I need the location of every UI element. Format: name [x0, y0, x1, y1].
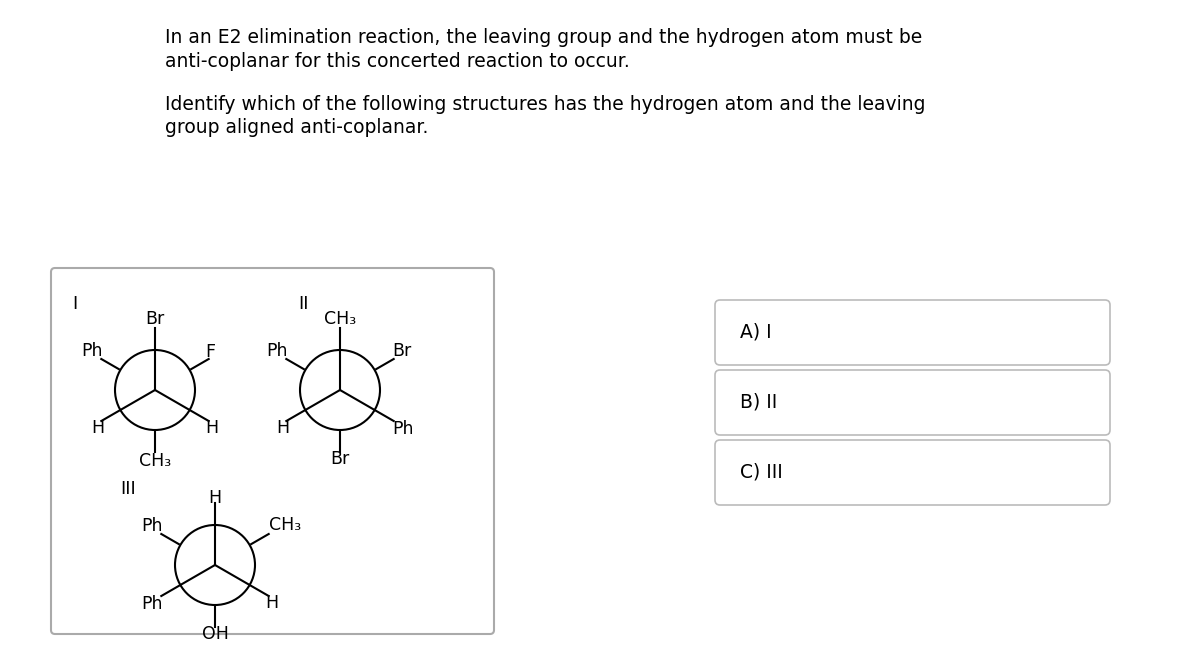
- FancyBboxPatch shape: [715, 370, 1110, 435]
- FancyBboxPatch shape: [715, 440, 1110, 505]
- Text: A) I: A) I: [740, 323, 772, 342]
- Text: II: II: [298, 295, 308, 313]
- Text: CH₃: CH₃: [269, 516, 301, 534]
- Text: H: H: [205, 419, 218, 437]
- FancyBboxPatch shape: [715, 300, 1110, 365]
- Text: B) II: B) II: [740, 393, 778, 412]
- Circle shape: [300, 350, 380, 430]
- Text: CH₃: CH₃: [139, 452, 172, 470]
- Circle shape: [175, 525, 256, 605]
- Text: H: H: [209, 489, 222, 507]
- Text: F: F: [205, 343, 215, 361]
- Text: III: III: [120, 480, 136, 498]
- Text: H: H: [277, 419, 289, 437]
- Text: I: I: [72, 295, 77, 313]
- Text: anti-coplanar for this concerted reaction to occur.: anti-coplanar for this concerted reactio…: [166, 52, 630, 71]
- Text: Br: Br: [330, 450, 349, 468]
- Text: Ph: Ph: [142, 517, 163, 535]
- Text: Ph: Ph: [82, 342, 103, 360]
- Text: OH: OH: [202, 625, 228, 643]
- Text: Br: Br: [392, 342, 412, 360]
- FancyBboxPatch shape: [50, 268, 494, 634]
- Text: Ph: Ph: [392, 420, 414, 438]
- Circle shape: [115, 350, 194, 430]
- Text: group aligned anti-coplanar.: group aligned anti-coplanar.: [166, 118, 428, 137]
- Text: Br: Br: [145, 310, 164, 328]
- Text: H: H: [265, 594, 278, 612]
- Text: In an E2 elimination reaction, the leaving group and the hydrogen atom must be: In an E2 elimination reaction, the leavi…: [166, 28, 923, 47]
- Text: Ph: Ph: [142, 595, 163, 613]
- Text: C) III: C) III: [740, 463, 782, 482]
- Text: H: H: [91, 419, 104, 437]
- Text: Ph: Ph: [266, 342, 288, 360]
- Text: Identify which of the following structures has the hydrogen atom and the leaving: Identify which of the following structur…: [166, 95, 925, 114]
- Text: CH₃: CH₃: [324, 310, 356, 328]
